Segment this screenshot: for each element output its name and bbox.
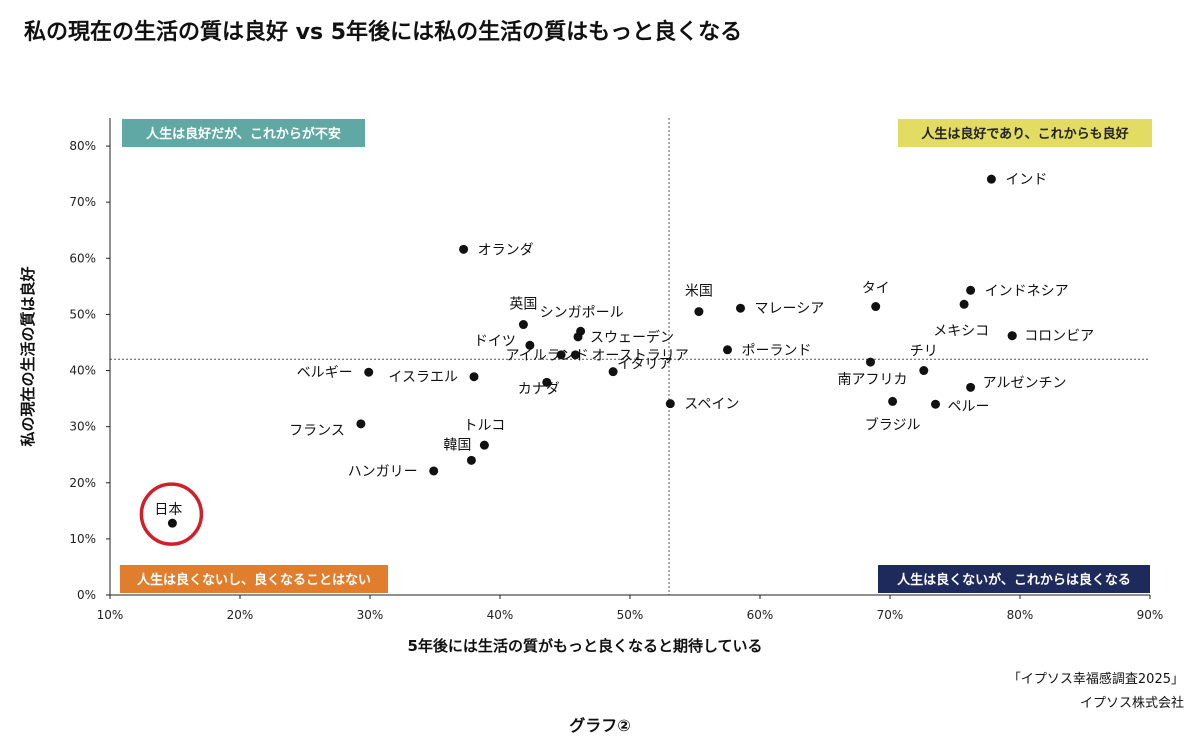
y-tick-label: 0% <box>77 588 96 602</box>
data-label: アルゼンチン <box>983 375 1067 391</box>
data-label: 日本 <box>154 502 182 518</box>
quadrant-label-box <box>122 119 365 147</box>
highlight-circle <box>139 482 204 546</box>
x-axis-title: 5年後には生活の質がもっと良くなると期待している <box>408 637 763 655</box>
data-point <box>570 350 580 360</box>
data-point <box>573 332 583 342</box>
y-tick-label: 20% <box>69 476 96 490</box>
data-point <box>959 299 969 309</box>
y-tick-label: 70% <box>69 195 96 209</box>
data-point <box>966 285 976 295</box>
data-label: イタリア <box>617 357 672 373</box>
data-point <box>866 357 875 367</box>
data-label: タイ <box>862 281 890 297</box>
data-label: 韓国 <box>443 437 471 453</box>
source-survey-name: 「イプソス幸福感調査2025」 <box>1007 672 1184 687</box>
data-point <box>608 367 618 377</box>
data-point <box>986 174 996 184</box>
data-point <box>429 466 439 476</box>
data-label: 南アフリカ <box>838 372 908 388</box>
x-tick-label: 90% <box>1137 608 1164 622</box>
y-tick-label: 10% <box>69 532 96 546</box>
y-axis-title: 私の現在の生活の質は良好 <box>19 266 37 447</box>
x-tick-label: 70% <box>877 608 904 622</box>
data-label: ドイツ <box>474 333 516 349</box>
data-label: ポーランド <box>742 343 812 359</box>
x-tick-label: 20% <box>227 608 254 622</box>
data-point <box>665 399 675 409</box>
data-point <box>888 396 898 406</box>
data-label: 米国 <box>685 284 713 300</box>
data-point <box>966 382 976 392</box>
x-tick-label: 60% <box>747 608 774 622</box>
data-point <box>466 455 476 465</box>
quadrant-label: 人生は良好だが、これからが不安 <box>146 126 341 142</box>
data-label: オーストラリア <box>591 348 688 364</box>
y-tick-label: 80% <box>69 139 96 153</box>
data-label: スペイン <box>684 397 739 413</box>
data-label: アイルランド <box>505 348 588 364</box>
data-label: シンガポール <box>540 305 624 321</box>
x-tick-label: 10% <box>97 608 124 622</box>
data-point <box>459 244 469 254</box>
data-point <box>525 340 535 350</box>
quadrant-label: 人生は良くないし、良くなることはない <box>137 572 371 588</box>
data-label: スウェーデン <box>590 329 674 346</box>
x-tick-label: 30% <box>357 608 384 622</box>
x-tick-label: 50% <box>617 608 644 622</box>
data-label: トルコ <box>464 418 506 434</box>
data-label: インドネシア <box>985 283 1069 299</box>
data-label: オランダ <box>478 242 534 258</box>
figure-label: グラフ② <box>569 716 631 735</box>
data-label: ペルー <box>948 399 990 415</box>
data-point <box>871 302 881 312</box>
chart-title: 私の現在の生活の質は良好 vs 5年後には私の生活の質はもっと良くなる <box>24 20 743 45</box>
y-tick-label: 40% <box>69 364 96 378</box>
data-label: 英国 <box>509 296 537 313</box>
data-label: チリ <box>910 344 938 360</box>
data-point <box>919 366 929 376</box>
y-tick-label: 60% <box>69 251 96 265</box>
data-point <box>556 350 566 360</box>
data-point <box>518 320 528 330</box>
quadrant-label-box <box>120 565 388 593</box>
data-label: フランス <box>289 423 345 439</box>
data-point <box>694 307 704 317</box>
quadrant-label: 人生は良好であり、これからも良好 <box>921 126 1128 142</box>
data-point <box>736 303 745 313</box>
data-label: コロンビア <box>1024 329 1094 345</box>
quadrant-label-box <box>878 565 1150 593</box>
data-point <box>167 518 177 528</box>
data-point <box>542 377 552 387</box>
data-label: イスラエル <box>388 370 458 386</box>
data-label: カナダ <box>518 381 560 397</box>
data-point <box>931 399 940 409</box>
data-point <box>364 367 374 377</box>
data-label: ハンガリー <box>348 464 418 480</box>
x-tick-label: 40% <box>487 608 514 622</box>
data-label: ベルギー <box>297 365 353 381</box>
data-point <box>356 419 366 429</box>
y-tick-label: 30% <box>69 420 96 434</box>
data-label: ブラジル <box>865 416 921 433</box>
data-point <box>1007 331 1017 341</box>
data-label: インド <box>1005 172 1047 188</box>
quadrant-label: 人生は良くないが、これからは良くなる <box>897 572 1131 588</box>
data-point <box>469 372 479 382</box>
data-label: マレーシア <box>755 301 825 317</box>
data-label: メキシコ <box>933 324 989 340</box>
data-point <box>723 345 732 355</box>
quadrant-label-box <box>898 119 1152 147</box>
source-company: イプソス株式会社 <box>1079 696 1184 711</box>
data-point <box>479 440 489 450</box>
y-tick-label: 50% <box>69 307 96 321</box>
x-tick-label: 80% <box>1007 608 1034 622</box>
